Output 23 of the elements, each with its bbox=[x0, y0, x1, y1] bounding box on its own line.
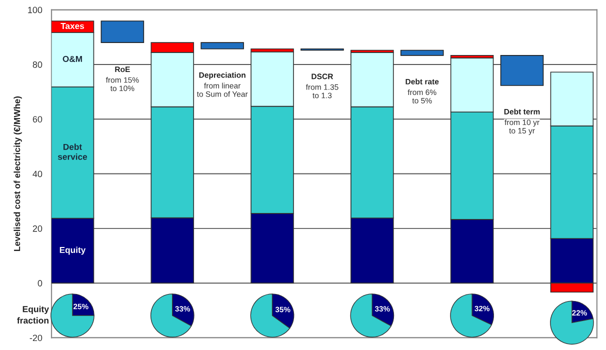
pie-slice bbox=[450, 294, 492, 338]
series-label: Taxes bbox=[60, 23, 84, 30]
text: Equity fraction bbox=[17, 306, 49, 324]
bar bbox=[200, 42, 244, 50]
pie-slice bbox=[250, 294, 290, 338]
pie-slice bbox=[350, 294, 392, 338]
y-tick-label: 40 bbox=[32, 170, 42, 178]
y-tick-label: 80 bbox=[32, 61, 42, 68]
series-label: Debt service bbox=[58, 144, 88, 160]
y-tick-label: 100 bbox=[28, 6, 42, 14]
series-label: O&M bbox=[62, 56, 82, 62]
series-label: Equity bbox=[60, 246, 86, 255]
y-axis-title: Levelised cost of electricity (€/MWhe) bbox=[14, 96, 22, 251]
bar bbox=[100, 20, 144, 44]
y-tick-label: 60 bbox=[32, 116, 42, 122]
bar bbox=[400, 50, 444, 56]
y-tick-label: 0 bbox=[38, 280, 42, 286]
y-tick-label: 20 bbox=[32, 225, 42, 232]
bar bbox=[500, 55, 544, 86]
pie-slice bbox=[150, 294, 192, 338]
y-tick-label: -20 bbox=[30, 334, 42, 342]
pie-slice bbox=[550, 300, 594, 345]
pie-slice bbox=[50, 294, 94, 338]
